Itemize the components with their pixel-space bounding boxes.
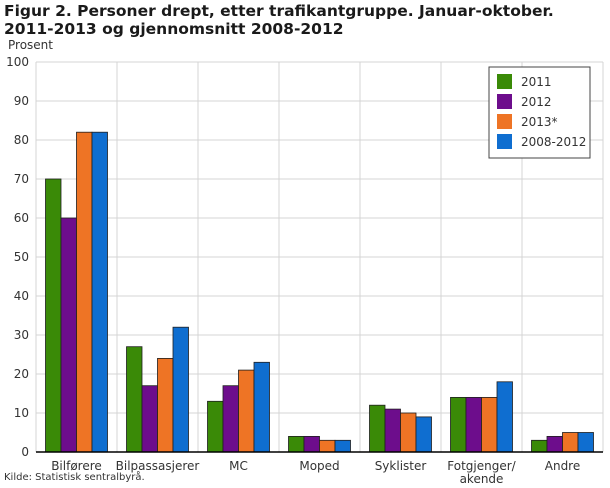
x-tick-label: Bilpassasjerer (116, 459, 200, 473)
y-axis-label: Prosent (8, 38, 53, 52)
legend-swatch (497, 114, 512, 129)
legend-label: 2012 (521, 95, 552, 109)
y-tick-label: 80 (14, 133, 29, 147)
legend-label: 2013* (521, 115, 558, 129)
bar (546, 435, 563, 453)
bars (45, 131, 594, 453)
bar (45, 178, 62, 453)
y-tick-label: 100 (6, 55, 29, 69)
y-tick-label: 20 (14, 367, 29, 381)
x-tick-label: Syklister (375, 459, 427, 473)
bar (450, 396, 467, 453)
bar (288, 435, 305, 453)
x-tick-label: Fotgjenger/akende (447, 459, 516, 486)
bar (172, 326, 189, 453)
bar (577, 432, 594, 453)
bar (76, 131, 93, 453)
bar (207, 400, 224, 453)
y-tick-label: 40 (14, 289, 29, 303)
source-note: Kilde: Statistisk sentralbyrå. (4, 472, 145, 483)
y-tick-label: 10 (14, 406, 29, 420)
bar (319, 439, 336, 453)
bar (60, 217, 77, 453)
bar (562, 432, 579, 453)
bar (222, 385, 239, 453)
chart-title: Figur 2. Personer drept, etter trafikant… (4, 2, 554, 38)
legend-label: 2011 (521, 75, 552, 89)
bar (303, 435, 320, 453)
bar (369, 404, 386, 453)
bar (400, 412, 417, 453)
bar (141, 385, 158, 453)
bar (91, 131, 108, 453)
bar (126, 346, 143, 453)
bar (238, 369, 255, 453)
legend-label: 2008-2012 (521, 135, 586, 149)
bar (531, 439, 548, 453)
legend-swatch (497, 94, 512, 109)
y-tick-label: 30 (14, 328, 29, 342)
bar (384, 408, 401, 453)
y-tick-label: 50 (14, 250, 29, 264)
y-tick-label: 70 (14, 172, 29, 186)
bar (157, 357, 174, 453)
x-tick-label: Moped (299, 459, 339, 473)
bar (481, 396, 498, 453)
bar (253, 361, 270, 453)
legend: 2011 2012 2013* 2008-2012 (488, 66, 591, 159)
legend-swatch (497, 74, 512, 89)
bar (496, 381, 513, 453)
x-tick-label: Bilførere (51, 459, 102, 473)
x-tick-label: MC (229, 459, 248, 473)
bar (465, 396, 482, 453)
bar (334, 439, 351, 453)
y-tick-label: 90 (14, 94, 29, 108)
x-tick-label: Andre (545, 459, 580, 473)
y-axis-ticks: 0 10 20 30 40 50 60 70 80 90 100 (6, 55, 29, 459)
legend-swatch (497, 134, 512, 149)
x-axis-ticks: Bilførere Bilpassasjerer MC Moped Syklister F… (51, 459, 580, 486)
bar (415, 416, 432, 453)
y-tick-label: 0 (21, 445, 29, 459)
y-tick-label: 60 (14, 211, 29, 225)
